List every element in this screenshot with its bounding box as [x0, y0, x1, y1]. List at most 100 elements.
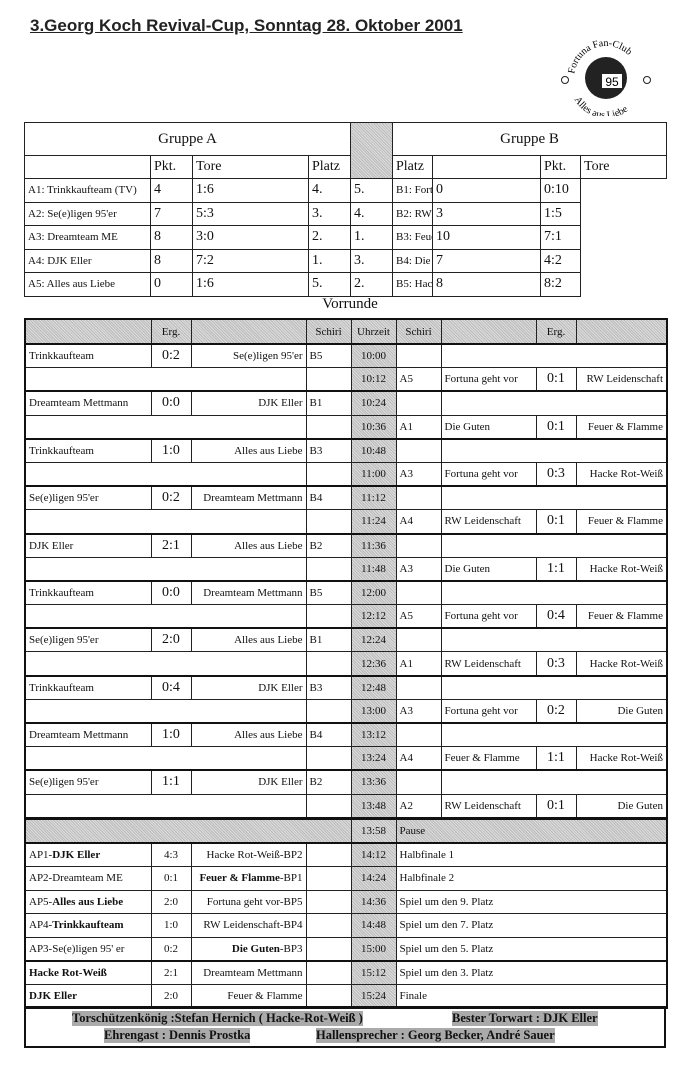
- rank: 3.: [308, 201, 351, 226]
- empty-referee: [305, 461, 352, 488]
- seed: AP3-: [29, 942, 53, 955]
- score: 1:0: [150, 438, 192, 463]
- goals: 0:10: [540, 178, 581, 203]
- document-title: 3.Georg Koch Revival-Cup, Sonntag 28. Ok…: [30, 16, 463, 35]
- team-name: B2: RW Leidenschaft: [392, 201, 433, 226]
- header-tore: Tore: [192, 155, 309, 179]
- match-time: 11:48: [350, 556, 397, 582]
- header-erg: Erg.: [535, 318, 577, 345]
- match-time: 12:48: [350, 675, 397, 700]
- goals: 3:0: [192, 225, 309, 250]
- match-time: 14:48: [350, 913, 397, 938]
- score: 0:1: [535, 793, 577, 819]
- match-row: 11:00 A3 Fortuna geht vor 0:3 Hacke Rot-Weiß: [24, 461, 668, 488]
- pause-label: Pause: [395, 818, 668, 844]
- score: 2:0: [150, 889, 192, 914]
- fortuna-fan-club-logo: Fortuna Fan-Club Alles aus Liebe 95: [561, 38, 651, 116]
- round-label: Spiel um den 9. Platz: [395, 889, 668, 914]
- empty-referee: [395, 769, 442, 795]
- final-row: AP2-Dreamteam ME 0:1 Feuer & Flamme-BP1 14:…: [24, 866, 668, 891]
- points: 0: [432, 178, 541, 203]
- team-away: Alles aus Liebe: [190, 722, 307, 748]
- empty-match: [24, 367, 307, 393]
- final-row: AP5-Alles aus Liebe 2:0 Fortuna geht vor-B…: [24, 889, 668, 914]
- empty-referee: [395, 485, 442, 511]
- team-home: DJK Eller: [24, 533, 152, 558]
- final-row: AP3-Se(e)ligen 95' er 0:2 Die Guten-BP3 15:…: [24, 936, 668, 962]
- empty-match: [440, 627, 668, 653]
- team-name: Dreamteam Mettmann: [203, 966, 303, 979]
- header-tore: Tore: [580, 155, 667, 179]
- rank: 1.: [308, 248, 351, 273]
- seed: -BP5: [279, 895, 303, 908]
- group-a-title: Gruppe A: [24, 122, 351, 156]
- referee: A3: [395, 698, 442, 724]
- team-home: Feuer & Flamme: [440, 746, 537, 772]
- score: 1:1: [535, 556, 577, 582]
- seed: -BP4: [279, 919, 303, 932]
- seed: AP4-: [29, 919, 53, 932]
- team-name: B1: Fortuna geht vor: [392, 178, 433, 203]
- team-away: Dreamteam Mettmann: [190, 485, 307, 511]
- team-home: AP2-Dreamteam ME: [24, 866, 152, 891]
- points: 8: [150, 225, 193, 250]
- referee: B5: [305, 580, 352, 606]
- team-name: Fortuna geht vor: [206, 895, 280, 908]
- team-away: Dreamteam Mettmann: [190, 960, 307, 985]
- seed: -BP3: [279, 942, 303, 955]
- empty-referee: [305, 889, 352, 914]
- goals: 1:6: [192, 272, 309, 297]
- empty-match: [24, 509, 307, 535]
- team-home: Se(e)ligen 95'er: [24, 627, 152, 653]
- team-home: Trinkkaufteam: [24, 343, 152, 369]
- team-name: Hacke Rot-Weiß: [29, 966, 107, 979]
- header-pkt: Pkt.: [150, 155, 193, 179]
- team-away: DJK Eller: [190, 675, 307, 700]
- team-name: B5: Hacke Rot-Weiß: [392, 272, 433, 297]
- rank: 5.: [308, 272, 351, 297]
- svg-text:95: 95: [605, 75, 619, 89]
- group-table: Gruppe A Gruppe B Pkt. Tore Platz Platz …: [24, 122, 667, 297]
- score: 2:1: [150, 533, 192, 558]
- score: 0:1: [535, 414, 577, 440]
- team-name: RW Leidenschaft: [203, 919, 280, 932]
- empty-referee: [305, 604, 352, 630]
- rank: 2.: [350, 272, 393, 297]
- match-row: 11:48 A3 Die Guten 1:1 Hacke Rot-Weiß: [24, 556, 668, 582]
- empty-referee: [305, 913, 352, 938]
- empty-match: [24, 793, 307, 819]
- top-scorer: Torschützenkönig :Stefan Hernich ( Hacke…: [72, 1011, 363, 1026]
- match-row: 13:24 A4 Feuer & Flamme 1:1 Hacke Rot-Weiß: [24, 746, 668, 772]
- team-away: Alles aus Liebe: [190, 533, 307, 558]
- score: 0:4: [535, 604, 577, 630]
- empty-match: [24, 556, 307, 582]
- final-row: AP1-DJK Eller 4:3 Hacke Rot-Weiß-BP2 14:12 H…: [24, 842, 668, 867]
- score: 0:0: [150, 580, 192, 606]
- team-home: Trinkkaufteam: [24, 580, 152, 606]
- team-home: Fortuna geht vor: [440, 461, 537, 488]
- goals: 4:2: [540, 248, 581, 273]
- match-time: 12:12: [350, 604, 397, 630]
- rank: 4.: [308, 178, 351, 203]
- referee: A3: [395, 556, 442, 582]
- score: 0:2: [535, 698, 577, 724]
- team-away: Dreamteam Mettmann: [190, 580, 307, 606]
- empty-referee: [395, 627, 442, 653]
- team-home: Dreamteam Mettmann: [24, 390, 152, 416]
- divider: [350, 122, 393, 179]
- points: 0: [150, 272, 193, 297]
- points: 7: [150, 201, 193, 226]
- empty-match: [24, 604, 307, 630]
- score: 2:0: [150, 983, 192, 1008]
- goals: 5:3: [192, 201, 309, 226]
- team-away: Die Guten-BP3: [190, 936, 307, 962]
- match-time: 13:12: [350, 722, 397, 748]
- empty-referee: [395, 533, 442, 558]
- team-name: Hacke Rot-Weiß: [206, 849, 280, 861]
- final-row: AP4-Trinkkaufteam 1:0 RW Leidenschaft-BP4 1…: [24, 913, 668, 938]
- empty-match: [440, 438, 668, 463]
